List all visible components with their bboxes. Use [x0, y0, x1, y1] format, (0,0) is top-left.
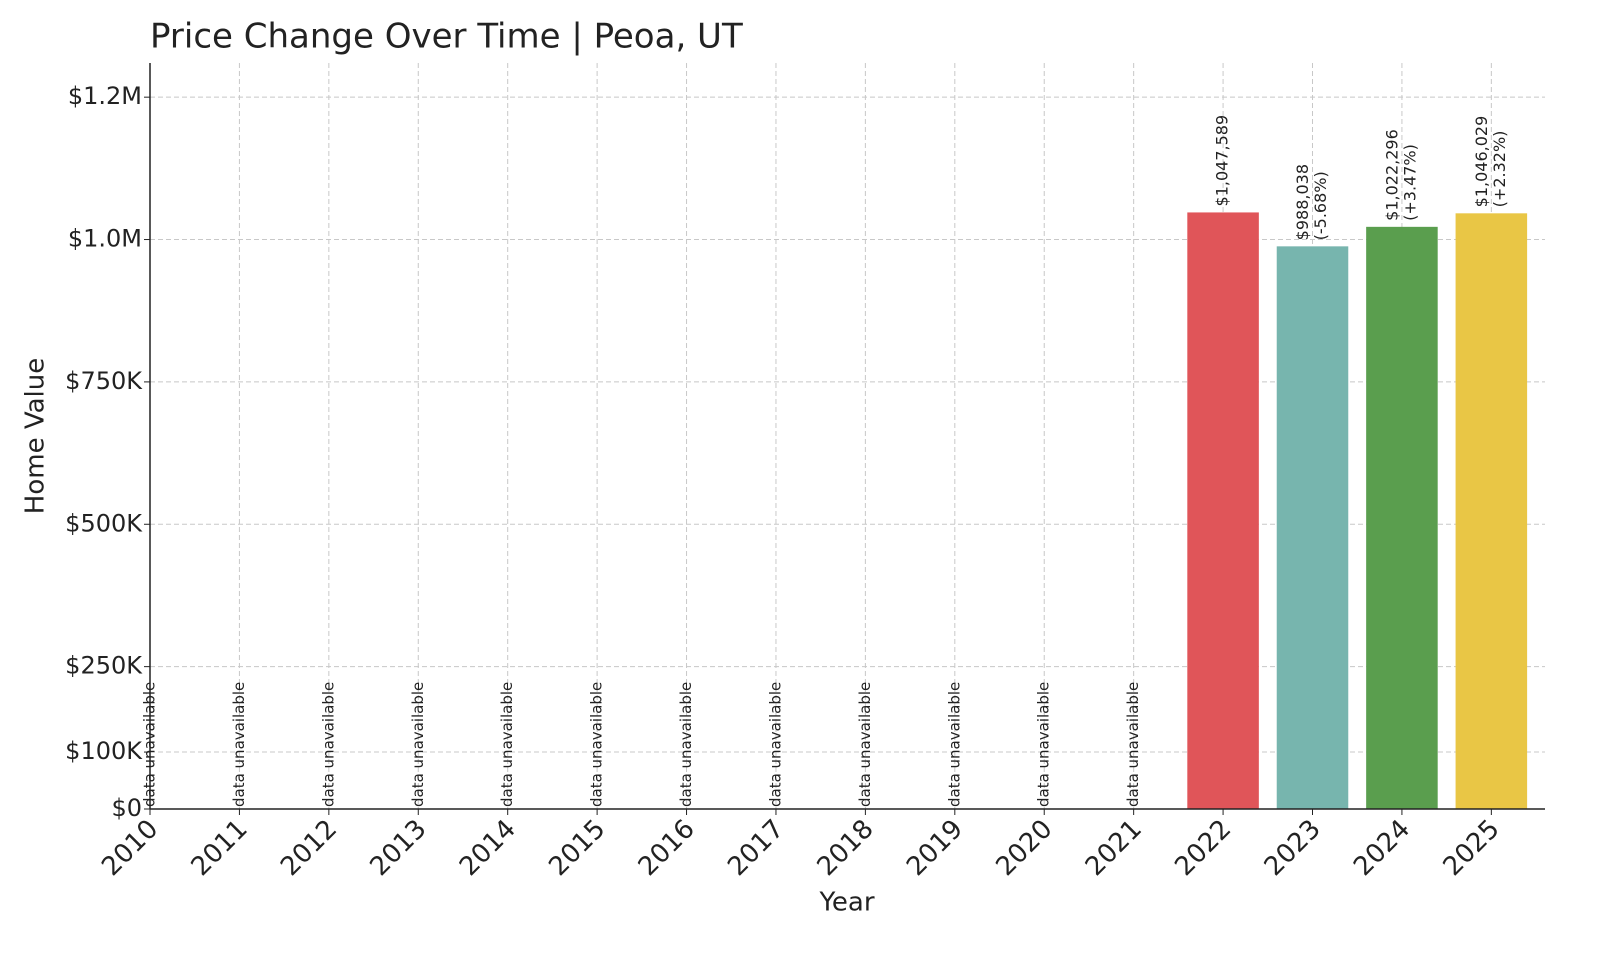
y-tick-label: $0	[111, 794, 142, 822]
bar	[1455, 213, 1528, 810]
data-unavailable-label: data unavailable	[766, 682, 784, 807]
data-unavailable-label: data unavailable	[409, 682, 427, 807]
x-tick-label: 2018	[812, 814, 880, 882]
x-tick-label: 2016	[633, 814, 701, 882]
y-tick-label: $1.0M	[68, 225, 142, 253]
y-tick-label: $750K	[65, 367, 143, 395]
data-unavailable-label: data unavailable	[677, 682, 695, 807]
x-tick-label: 2010	[96, 814, 164, 882]
data-unavailable-label: data unavailable	[1124, 682, 1142, 807]
change-label: (+3.47%)	[1400, 144, 1419, 221]
y-tick-label: $250K	[65, 652, 143, 680]
data-unavailable-label: data unavailable	[945, 682, 963, 807]
x-tick-label: 2015	[543, 814, 611, 882]
value-label: $1,046,029	[1472, 116, 1491, 208]
y-axis-label: Home Value	[21, 358, 51, 514]
value-label: $1,047,589	[1213, 115, 1232, 207]
x-tick-label: 2022	[1169, 814, 1237, 882]
x-tick-label: 2019	[901, 814, 969, 882]
x-tick-label: 2023	[1259, 814, 1327, 882]
x-axis-label: Year	[818, 888, 874, 918]
x-tick-label: 2012	[275, 814, 343, 882]
data-unavailable-label: data unavailable	[1035, 682, 1053, 807]
data-unavailable-label: data unavailable	[230, 682, 248, 807]
bar	[1366, 226, 1438, 810]
bar	[1276, 246, 1349, 809]
data-unavailable-label: data unavailable	[319, 682, 337, 807]
y-tick-label: $100K	[65, 737, 143, 765]
bar	[1187, 212, 1259, 809]
x-tick-label: 2024	[1348, 814, 1416, 882]
x-tick-label: 2017	[722, 814, 790, 882]
value-label: $1,022,296	[1382, 129, 1401, 221]
data-unavailable-label: data unavailable	[588, 682, 606, 807]
change-label: (+2.32%)	[1490, 131, 1509, 208]
x-tick-label: 2021	[1080, 814, 1148, 882]
chart-title: Price Change Over Time | Peoa, UT	[150, 17, 743, 57]
x-tick-label: 2020	[990, 814, 1058, 882]
x-tick-label: 2011	[186, 814, 254, 882]
x-tick-label: 2013	[365, 814, 433, 882]
change-label: (-5.68%)	[1311, 171, 1330, 240]
y-tick-label: $1.2M	[68, 82, 142, 110]
x-tick-label: 2025	[1438, 814, 1506, 882]
data-unavailable-label: data unavailable	[498, 682, 516, 807]
value-label: $988,038	[1293, 164, 1312, 240]
data-unavailable-label: data unavailable	[856, 682, 874, 807]
y-tick-label: $500K	[65, 509, 143, 537]
x-tick-label: 2014	[454, 814, 522, 882]
